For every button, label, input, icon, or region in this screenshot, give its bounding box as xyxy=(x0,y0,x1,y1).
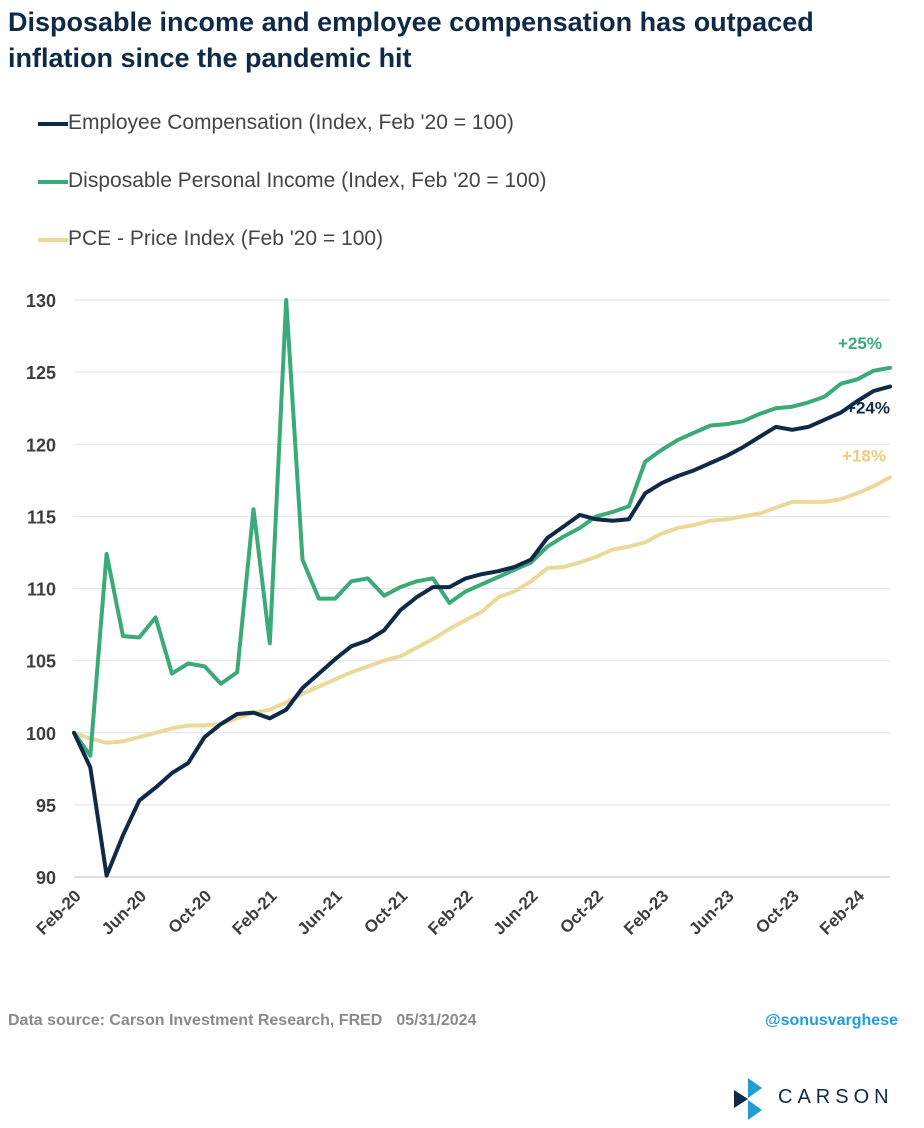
y-tick-label: 110 xyxy=(27,580,56,600)
data-source-text: Data source: Carson Investment Research,… xyxy=(8,1012,383,1029)
legend-label-disposable-income: Disposable Personal Income (Index, Feb '… xyxy=(68,169,547,192)
series-line-0 xyxy=(72,384,892,878)
x-tick-label: Feb-21 xyxy=(228,886,280,938)
y-tick-label: 105 xyxy=(26,652,56,672)
author-handle: @sonusvarghese xyxy=(765,1012,898,1029)
carson-logo-text: CARSON xyxy=(778,1086,894,1108)
y-tick-label: 125 xyxy=(26,363,56,383)
y-tick-label: 130 xyxy=(26,291,56,311)
carson-logo-mark-icon xyxy=(734,1078,762,1120)
x-tick-label: Feb-22 xyxy=(424,886,476,938)
legend-swatch-disposable-income xyxy=(38,180,68,184)
legend-swatch-pce-price-index xyxy=(38,238,68,242)
series-line-1 xyxy=(72,298,892,758)
x-tick-label: Oct-23 xyxy=(752,886,803,937)
y-tick-label: 120 xyxy=(26,435,56,455)
end-label-series-0: +24% xyxy=(846,399,890,418)
x-tick-label: Feb-20 xyxy=(33,886,85,938)
x-tick-label: Jun-22 xyxy=(490,886,542,938)
chart-title: Disposable income and employee compensat… xyxy=(8,7,814,73)
legend-label-employee-compensation: Employee Compensation (Index, Feb '20 = … xyxy=(68,111,514,134)
data-source-date: 05/31/2024 xyxy=(396,1012,477,1029)
carson-logo: CARSON xyxy=(734,1076,904,1120)
y-tick-label: 95 xyxy=(36,796,56,816)
line-chart: 90 95 100 105 110 115 120 125 130 Feb-20 Jun-20 Oct… xyxy=(26,291,892,939)
x-tick-label: Feb-23 xyxy=(620,886,672,938)
x-tick-label: Oct-20 xyxy=(165,886,216,937)
end-label-series-1: +25% xyxy=(838,334,882,353)
end-label-series-2: +18% xyxy=(842,446,886,465)
legend-label-pce-price-index: PCE - Price Index (Feb '20 = 100) xyxy=(68,227,384,250)
x-tick-label: Jun-23 xyxy=(685,886,737,938)
x-tick-label: Feb-24 xyxy=(816,886,869,939)
data-source-note: Data source: Carson Investment Research,… xyxy=(8,1012,476,1030)
x-tick-label: Oct-21 xyxy=(360,886,411,937)
y-tick-label: 100 xyxy=(26,724,56,744)
y-tick-label: 90 xyxy=(36,868,56,888)
x-tick-label: Jun-21 xyxy=(294,886,346,938)
legend-swatch-employee-compensation xyxy=(38,122,68,126)
y-tick-label: 115 xyxy=(27,507,56,527)
x-tick-label: Jun-20 xyxy=(98,886,150,938)
series-line-2 xyxy=(72,475,892,745)
x-tick-label: Oct-22 xyxy=(556,886,607,937)
